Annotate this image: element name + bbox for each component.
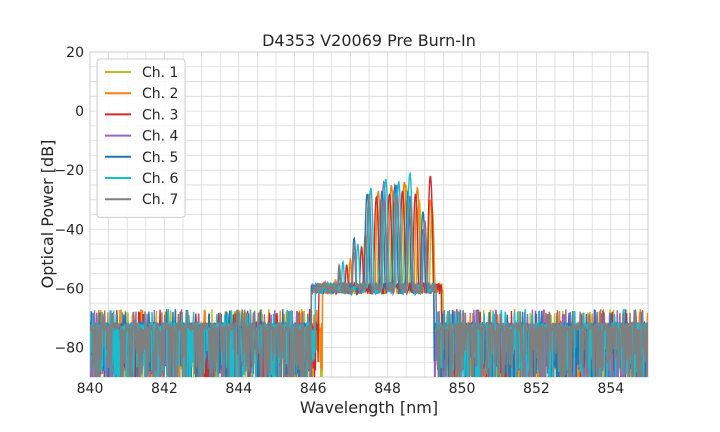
legend-label: Ch. 3: [142, 107, 178, 123]
y-tick-label: 20: [66, 45, 84, 61]
legend-label: Ch. 4: [142, 129, 179, 145]
y-tick-label: −60: [54, 281, 84, 297]
x-tick-label: 854: [597, 381, 624, 397]
chart-title: D4353 V20069 Pre Burn-In: [262, 31, 476, 50]
y-tick-label: −20: [54, 163, 84, 179]
y-tick-label: −40: [54, 222, 84, 238]
x-tick-label: 852: [523, 381, 550, 397]
plot-frame: [89, 51, 649, 378]
y-tick-label: 0: [75, 104, 84, 120]
x-tick-label: 846: [300, 381, 327, 397]
x-tick-labels: 840 842 844 846 848 850 852 854: [77, 381, 625, 397]
x-axis-label: Wavelength [nm]: [300, 398, 438, 417]
x-tick-label: 848: [374, 381, 401, 397]
x-tick-label: 844: [225, 381, 252, 397]
series-line-ch7: [90, 193, 648, 377]
series-layer: [90, 171, 648, 377]
legend: Ch. 1 Ch. 2 Ch. 3 Ch. 4 Ch. 5 Ch. 6 Ch. 7: [96, 58, 186, 218]
y-tick-label: −80: [54, 340, 84, 356]
legend-label: Ch. 2: [142, 86, 178, 102]
legend-label: Ch. 1: [142, 65, 178, 81]
y-tick-labels: 20 0 −20 −40 −60 −80: [54, 45, 84, 356]
x-tick-label: 842: [151, 381, 178, 397]
legend-label: Ch. 5: [142, 150, 178, 166]
legend-label: Ch. 6: [142, 171, 179, 187]
x-tick-label: 840: [77, 381, 104, 397]
x-tick-label: 850: [449, 381, 476, 397]
y-axis-label: Optical Power [dB]: [38, 140, 57, 289]
legend-label: Ch. 7: [142, 192, 178, 208]
